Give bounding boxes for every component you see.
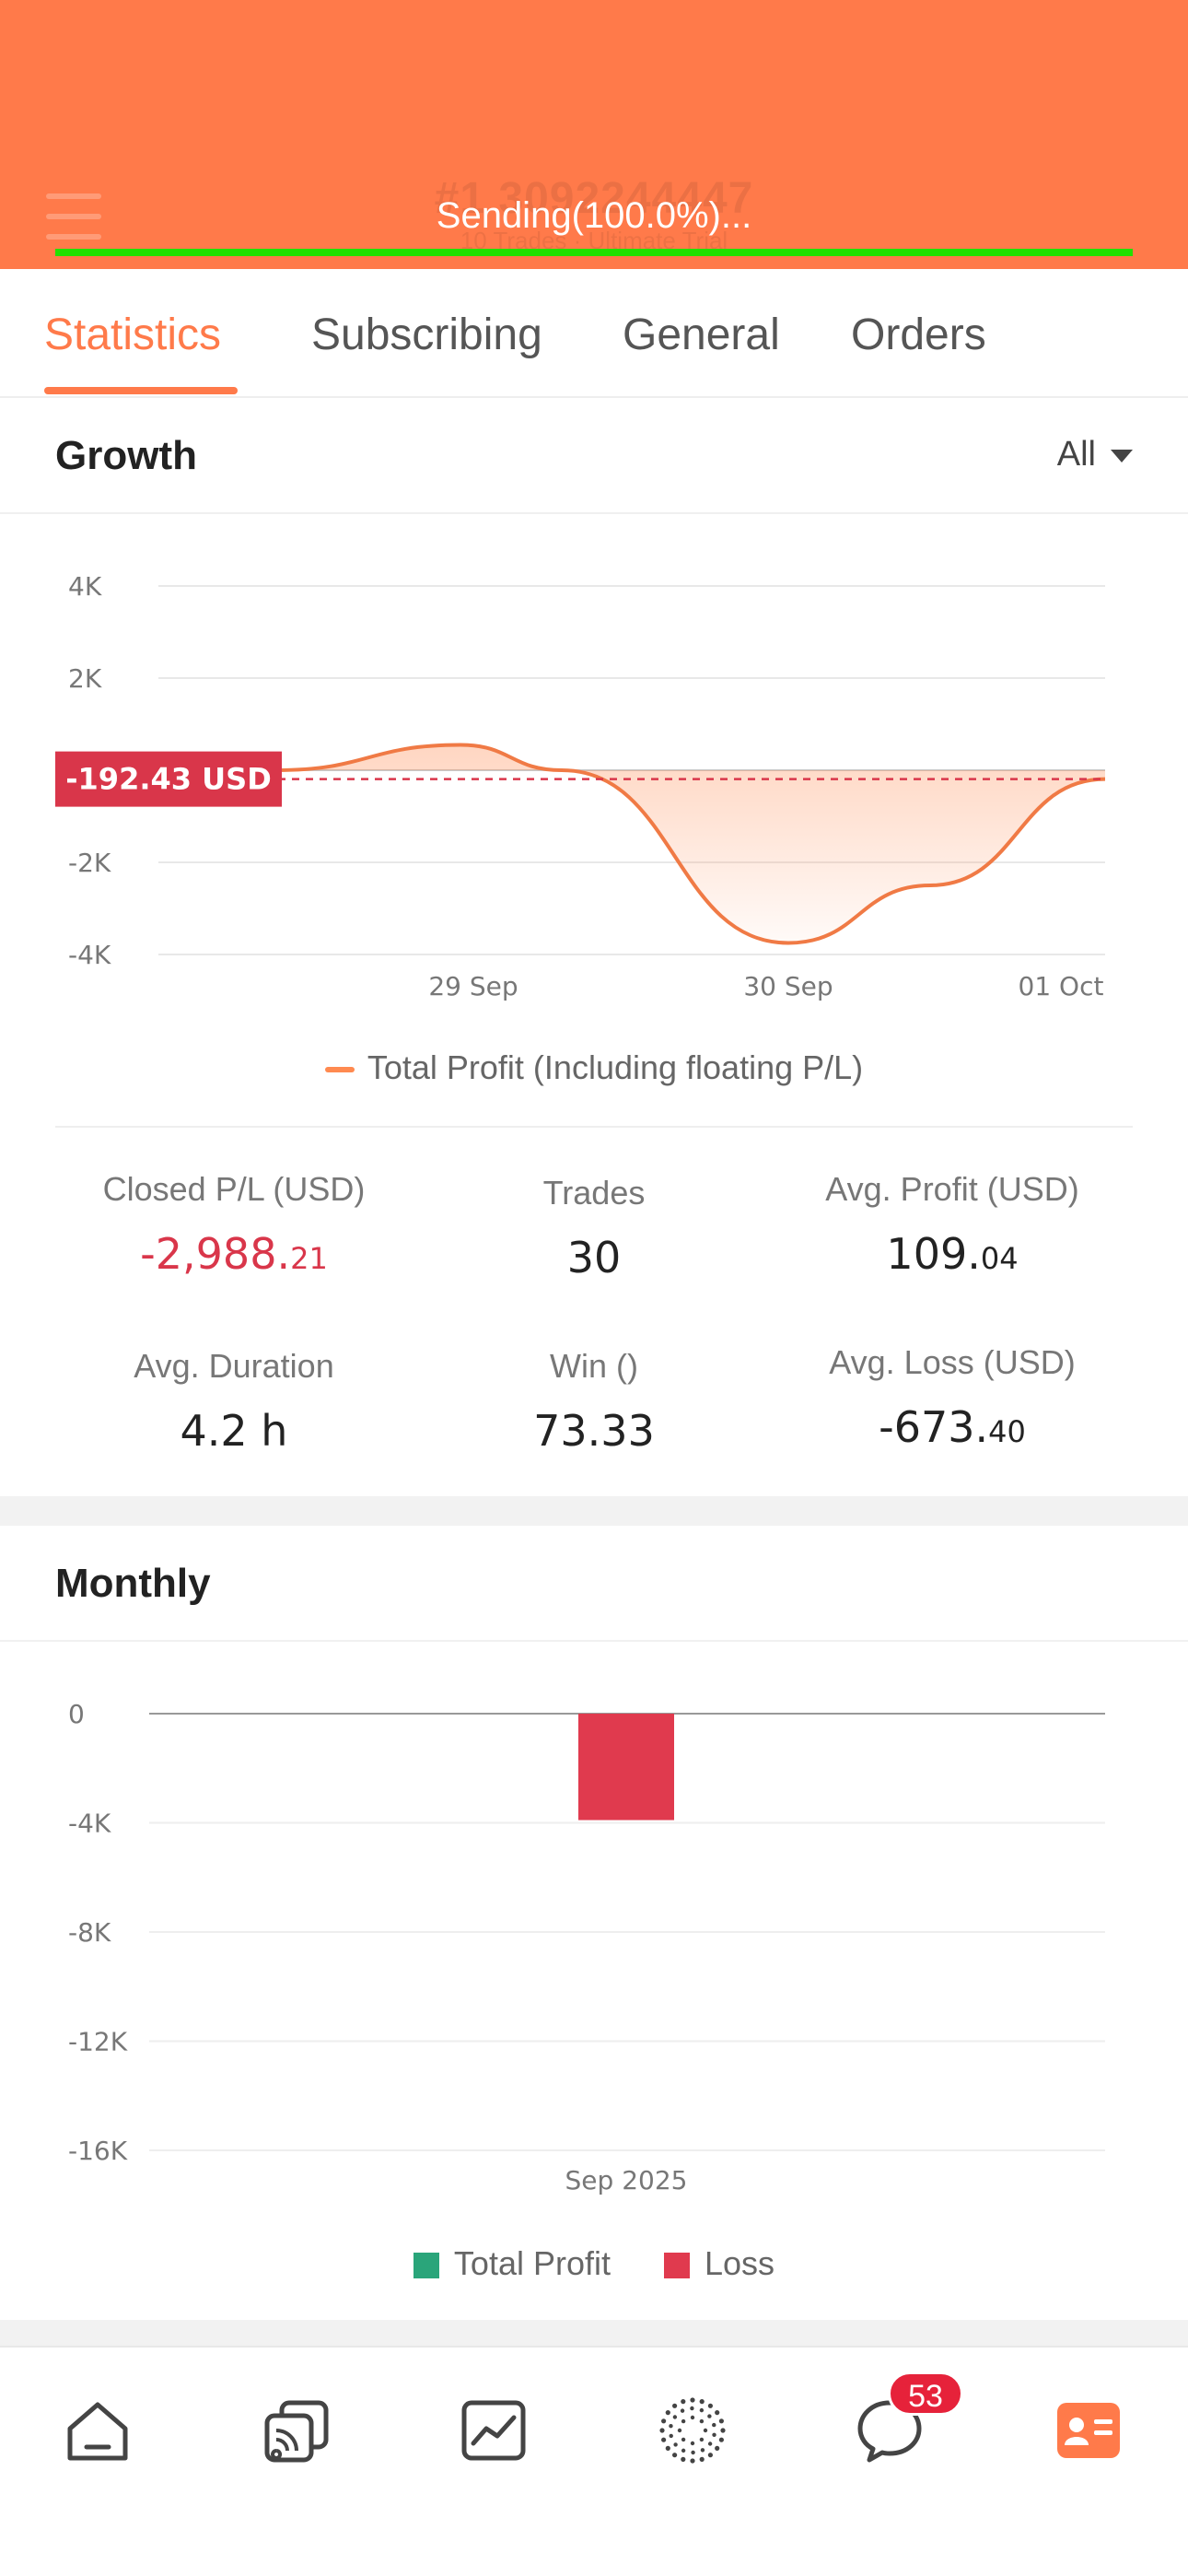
stat-label: Closed P/L (USD) (102, 1170, 366, 1208)
bottom-navigation (0, 2346, 1188, 2576)
stat-value: 30 (566, 1233, 622, 1282)
chat-unread-badge: 53 (888, 2371, 963, 2416)
stat-label: Trades (542, 1174, 646, 1212)
y-tick-label: 4K (68, 571, 102, 602)
legend-item-total-profit: Total Profit (413, 2244, 611, 2283)
growth-chart[interactable]: 4K 2K -2K -4K 29 Sep 30 Sep 01 Oct -192.43 US… (0, 516, 1188, 1013)
y-tick-label: -4K (68, 940, 111, 970)
legend-item-loss: Loss (664, 2244, 775, 2283)
stat-value: -2,988.21 (140, 1229, 328, 1279)
stat-value: -673.40 (879, 1402, 1026, 1452)
stat-label: Win () (550, 1347, 638, 1385)
stat-value: 109.04 (886, 1229, 1019, 1279)
y-tick-label: -2K (68, 848, 111, 878)
y-tick-label: 0 (68, 1699, 85, 1729)
progress-fill (55, 249, 1133, 256)
growth-legend-label: Total Profit (Including floating P/L) (367, 1048, 864, 1086)
growth-filter-dropdown[interactable]: All (1057, 435, 1133, 474)
tab-subscribing[interactable]: Subscribing (311, 310, 542, 359)
monthly-legend: Total Profit Loss (0, 2244, 1188, 2283)
x-tick-label: 29 Sep (428, 971, 518, 1001)
monthly-header: Monthly (0, 1526, 1188, 1642)
stat-value: 4.2 h (180, 1406, 288, 1456)
section-gap (0, 1496, 1188, 1526)
legend-line-swatch (324, 1067, 355, 1073)
section-gap (0, 2320, 1188, 2346)
legend-swatch (664, 2253, 691, 2279)
y-tick-label: -4K (68, 1809, 111, 1839)
stat-win: Win () 73.33 (410, 1347, 778, 1456)
active-tab-indicator (44, 387, 238, 394)
caret-down-icon (1111, 449, 1133, 463)
monthly-title: Monthly (55, 1561, 211, 1606)
profile-card-icon[interactable] (1052, 2394, 1125, 2467)
stat-avg-loss: Avg. Loss (USD) -673.40 (768, 1343, 1136, 1452)
tab-bar: Statistics Subscribing General Orders (0, 269, 1188, 398)
y-tick-label: -16K (68, 2136, 128, 2166)
stat-closed-pl: Closed P/L (USD) -2,988.21 (50, 1170, 418, 1279)
copy-trading-icon[interactable] (260, 2394, 333, 2467)
stat-avg-duration: Avg. Duration 4.2 h (50, 1347, 418, 1456)
chat-icon[interactable] (853, 2394, 926, 2467)
tab-statistics[interactable]: Statistics (44, 310, 222, 359)
current-value-label-box (55, 751, 282, 807)
home-icon[interactable] (61, 2394, 134, 2467)
y-tick-label: -8K (68, 1917, 111, 1948)
stat-label: Avg. Loss (USD) (829, 1343, 1076, 1381)
account-title[interactable]: #1 3092244447 (434, 174, 754, 223)
x-tick-label: 01 Oct (1019, 971, 1104, 1001)
bar-loss-sep-2025[interactable] (578, 1714, 674, 1821)
growth-title: Growth (55, 433, 197, 478)
growth-filter-label: All (1056, 435, 1096, 474)
stat-label: Avg. Profit (USD) (825, 1170, 1079, 1208)
stat-trades: Trades 30 (410, 1174, 778, 1282)
growth-series-line (275, 743, 1106, 945)
stat-label: Avg. Duration (134, 1347, 334, 1385)
app-header: #1 3092244447 10 Trades · Ultimate Trial… (0, 0, 1188, 269)
chart-icon[interactable] (457, 2394, 530, 2467)
stat-value: 73.33 (533, 1406, 655, 1456)
growth-header: Growth All (0, 398, 1188, 514)
tab-general[interactable]: General (623, 310, 780, 359)
sending-status: Sending(100.0%)... (436, 195, 752, 236)
legend-swatch (413, 2253, 439, 2279)
current-value-label: -192.43 USD (65, 762, 272, 797)
community-icon[interactable] (656, 2394, 729, 2467)
growth-legend: Total Profit (Including floating P/L) (0, 1048, 1188, 1087)
tab-orders[interactable]: Orders (851, 310, 986, 359)
growth-area-fill (276, 744, 1105, 943)
menu-icon[interactable] (46, 193, 101, 240)
y-tick-label: 2K (68, 663, 102, 694)
divider (55, 1126, 1133, 1128)
y-tick-label: -12K (68, 2027, 128, 2057)
x-tick-label: Sep 2025 (565, 2165, 688, 2195)
upload-progress-bar (55, 249, 1133, 256)
stat-avg-profit: Avg. Profit (USD) 109.04 (768, 1170, 1136, 1279)
monthly-chart[interactable]: 0 -4K -8K -12K -16K Sep 2025 (0, 1642, 1188, 2213)
x-tick-label: 30 Sep (743, 971, 833, 1001)
